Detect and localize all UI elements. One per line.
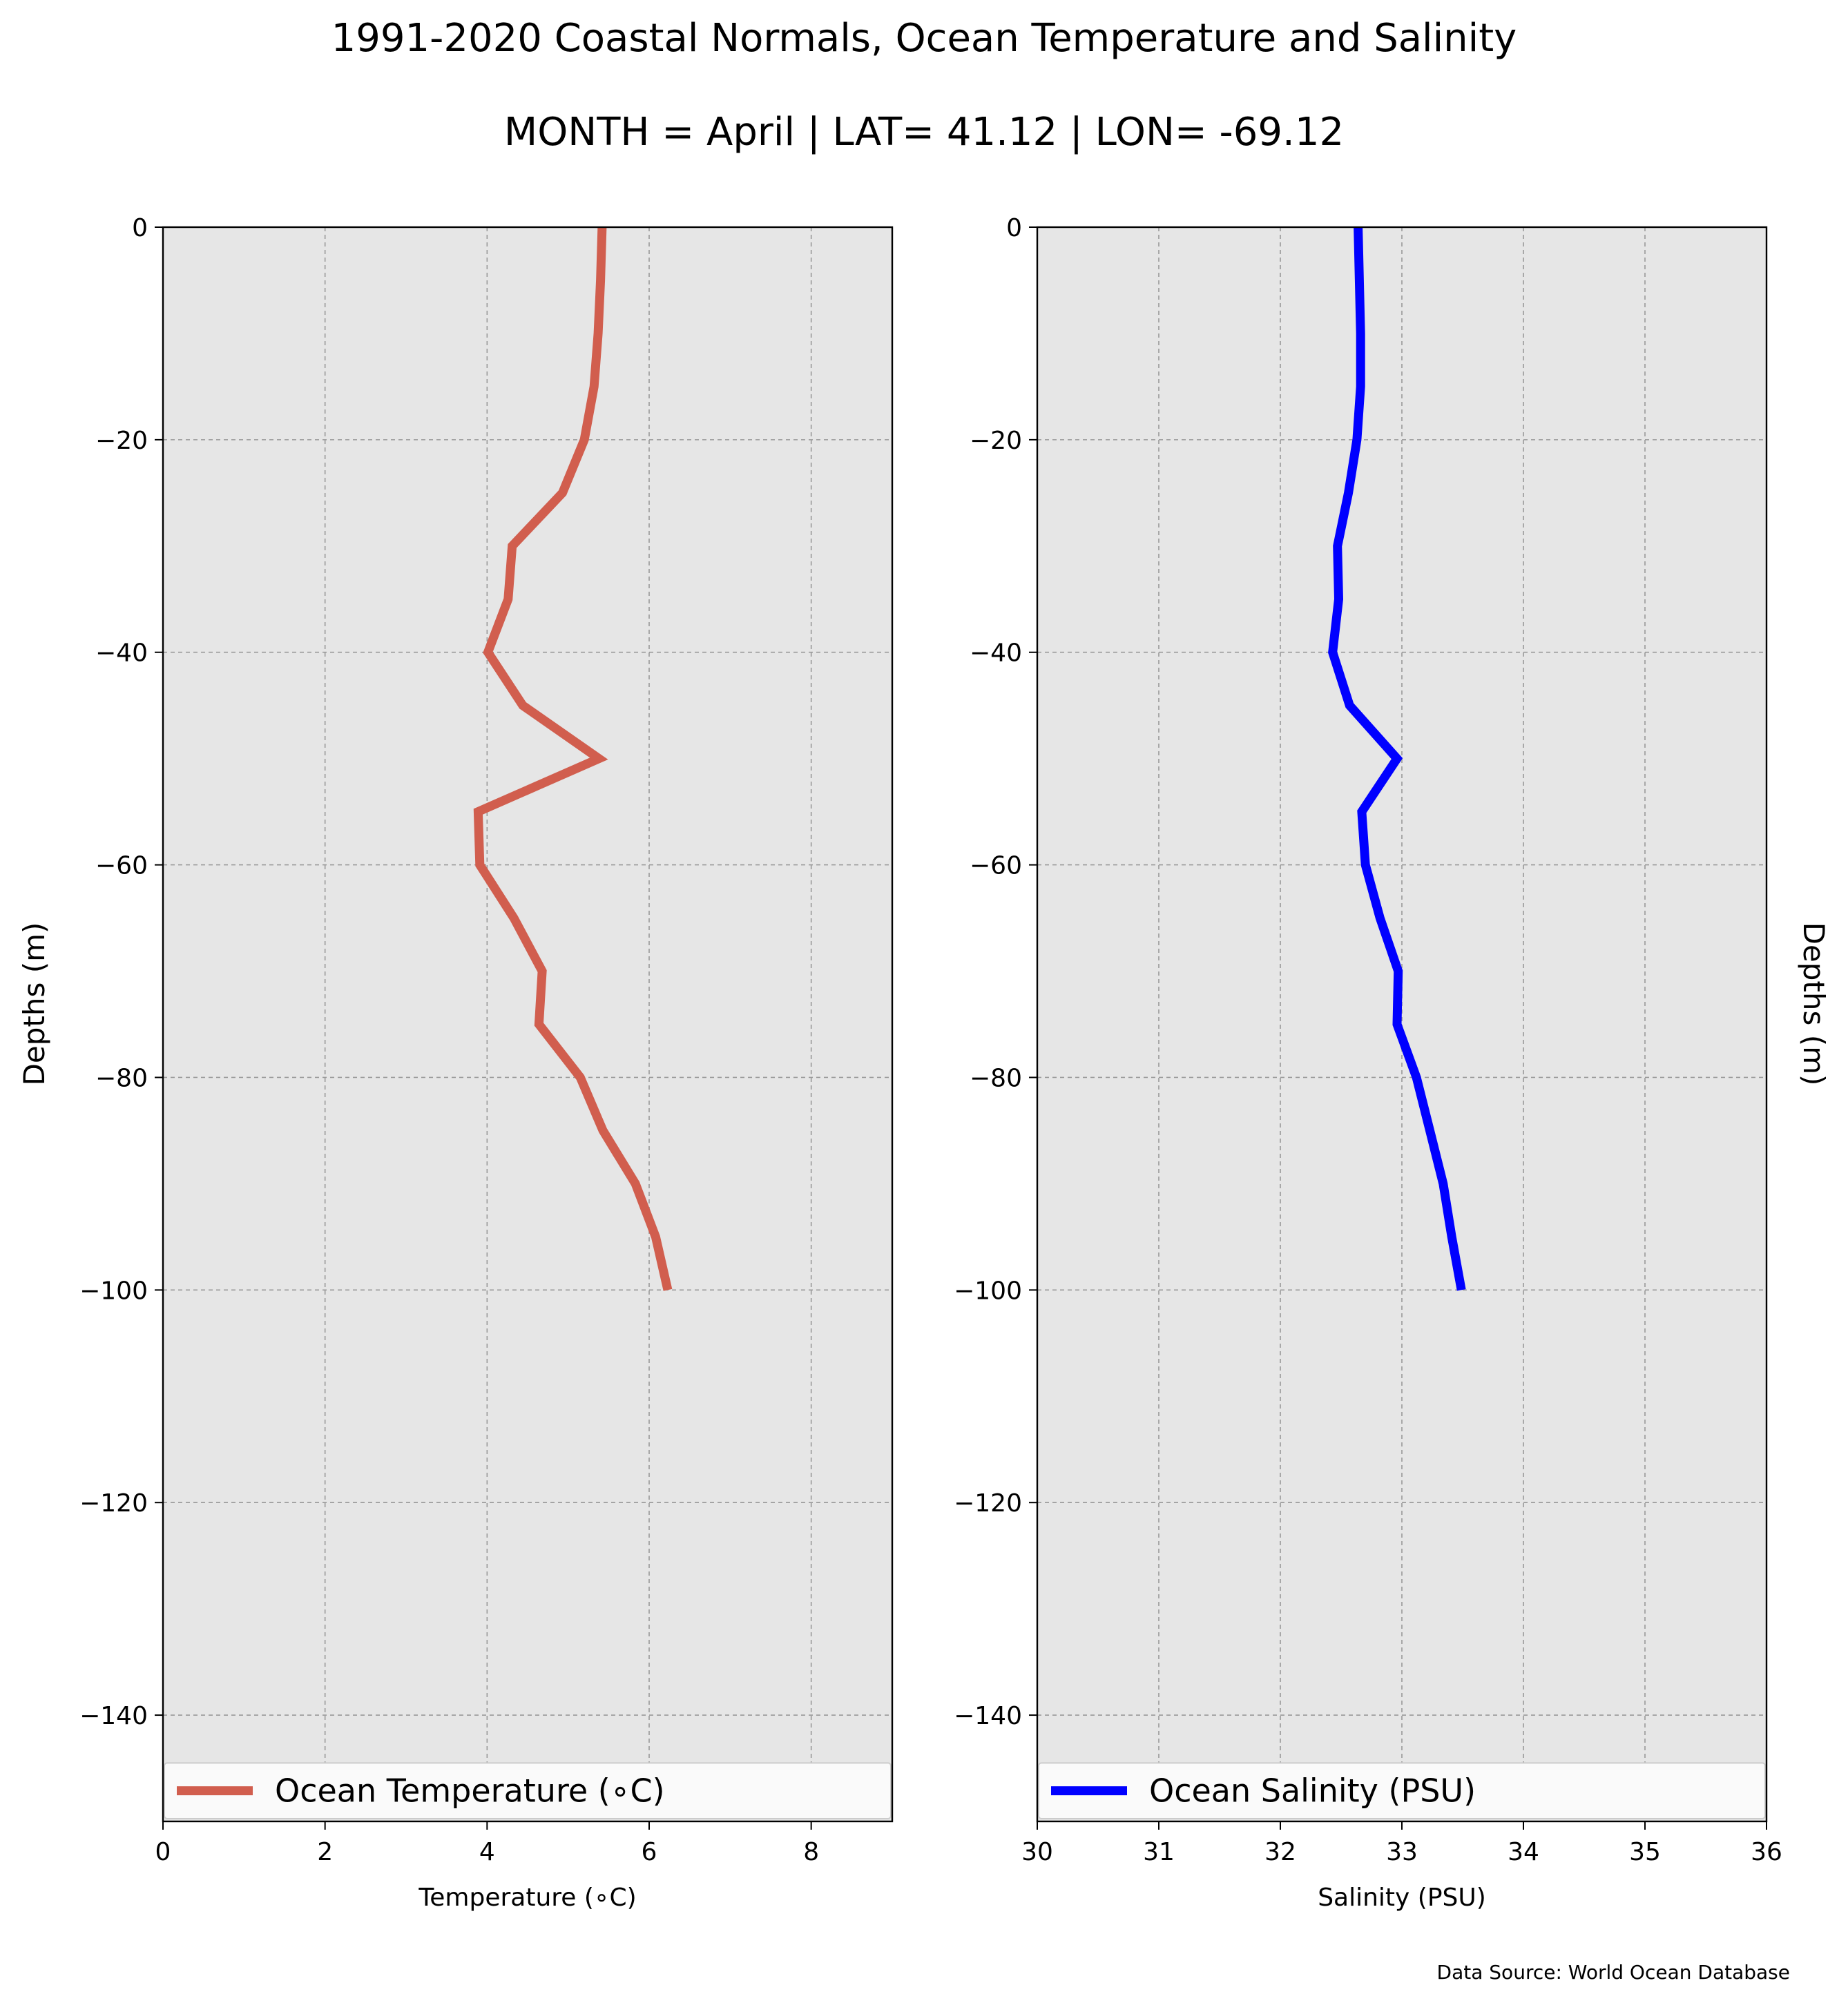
- axes-frame: [162, 226, 894, 1823]
- temperature-panel: Ocean Temperature (∘C) 0 2 4 6 8 0 −20 −40 −60 −80…: [79, 214, 894, 1912]
- legend-box: [1038, 1762, 1766, 1819]
- x-tick-label: 4: [479, 1838, 495, 1866]
- y-tick-label: −100: [79, 1277, 148, 1305]
- x-tick-label: 8: [803, 1838, 819, 1866]
- y-tick-label: −20: [970, 427, 1022, 455]
- x-tick-label: 31: [1143, 1838, 1175, 1866]
- y-tick-label: −140: [79, 1702, 148, 1730]
- y-tick-label: −80: [95, 1064, 148, 1092]
- right-y-axis-label: Depths (m): [1797, 922, 1831, 1086]
- series-line-temperature: [473, 226, 673, 1291]
- x-axis-label: Temperature (∘C): [418, 1884, 636, 1912]
- series-line-salinity: [1328, 226, 1466, 1291]
- y-tick-label: −60: [95, 852, 148, 880]
- y-tick-label: −80: [970, 1064, 1022, 1092]
- legend-box: [164, 1762, 892, 1819]
- x-tick-label: 30: [1021, 1838, 1053, 1866]
- x-tick-label: 6: [642, 1838, 657, 1866]
- x-tick-label: 32: [1264, 1838, 1296, 1866]
- plot-area: [1037, 227, 1767, 1821]
- x-tick-label: 35: [1629, 1838, 1661, 1866]
- y-tick-label: −100: [954, 1277, 1022, 1305]
- y-tick-label: −40: [95, 639, 148, 668]
- legend-label: Ocean Salinity (PSU): [1149, 1772, 1476, 1810]
- x-tick-label: 34: [1508, 1838, 1539, 1866]
- y-tick-label: 0: [132, 214, 148, 242]
- y-tick-label: −60: [970, 852, 1022, 880]
- y-tick-label: −20: [95, 427, 148, 455]
- y-tick-label: −120: [954, 1489, 1022, 1518]
- left-y-axis-label: Depths (m): [17, 922, 51, 1086]
- y-tick-label: 0: [1006, 214, 1022, 242]
- x-tick-label: 36: [1751, 1838, 1782, 1866]
- y-tick-label: −140: [954, 1702, 1022, 1730]
- x-tick-label: 2: [317, 1838, 333, 1866]
- legend-label: Ocean Temperature (∘C): [275, 1772, 665, 1810]
- salinity-panel: Ocean Salinity (PSU) 30 31 32 33 34 35 36 0 −20 −4…: [954, 214, 1782, 1912]
- data-source-note: Data Source: World Ocean Database: [1437, 1961, 1790, 1984]
- plot-area: [163, 227, 892, 1821]
- x-axis-label: Salinity (PSU): [1318, 1884, 1486, 1912]
- y-tick-label: −120: [79, 1489, 148, 1518]
- y-tick-label: −40: [970, 639, 1022, 668]
- x-tick-label: 0: [155, 1838, 171, 1866]
- chart-title: 1991-2020 Coastal Normals, Ocean Tempera…: [331, 16, 1517, 61]
- x-tick-label: 33: [1386, 1838, 1418, 1866]
- chart-subtitle: MONTH = April | LAT= 41.12 | LON= -69.12: [504, 110, 1344, 155]
